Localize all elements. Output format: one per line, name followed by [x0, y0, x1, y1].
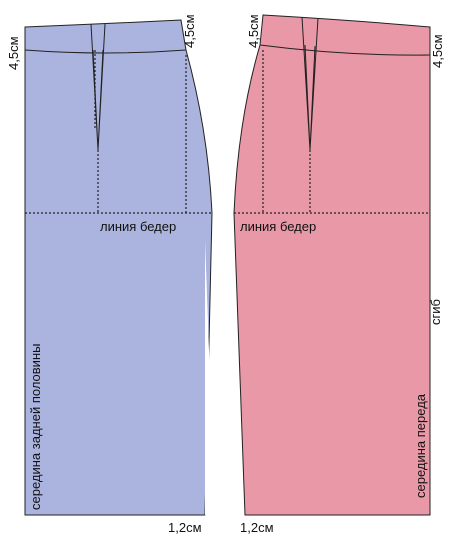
back-panel	[24, 19, 213, 516]
center-label: середина задней половины	[28, 344, 43, 510]
measure-label: 4,5см	[182, 14, 197, 48]
measure-label: 4,5см	[6, 36, 21, 70]
back-waistband	[24, 49, 187, 54]
measure-label: 4,5см	[430, 34, 445, 68]
hip-line-label: линия бедер	[240, 219, 316, 234]
measure-label: 4,5см	[246, 14, 261, 48]
hem-label: 1,2см	[168, 520, 202, 535]
center-label: середина переда	[413, 393, 428, 498]
back-wedge	[205, 240, 215, 515]
front-wedge	[234, 245, 240, 515]
hip-line-label: линия бедер	[100, 219, 176, 234]
fold-label: сгиб	[428, 299, 443, 325]
front-waistband	[259, 44, 431, 56]
front-panel	[233, 14, 431, 516]
hem-label: 1,2см	[240, 520, 274, 535]
